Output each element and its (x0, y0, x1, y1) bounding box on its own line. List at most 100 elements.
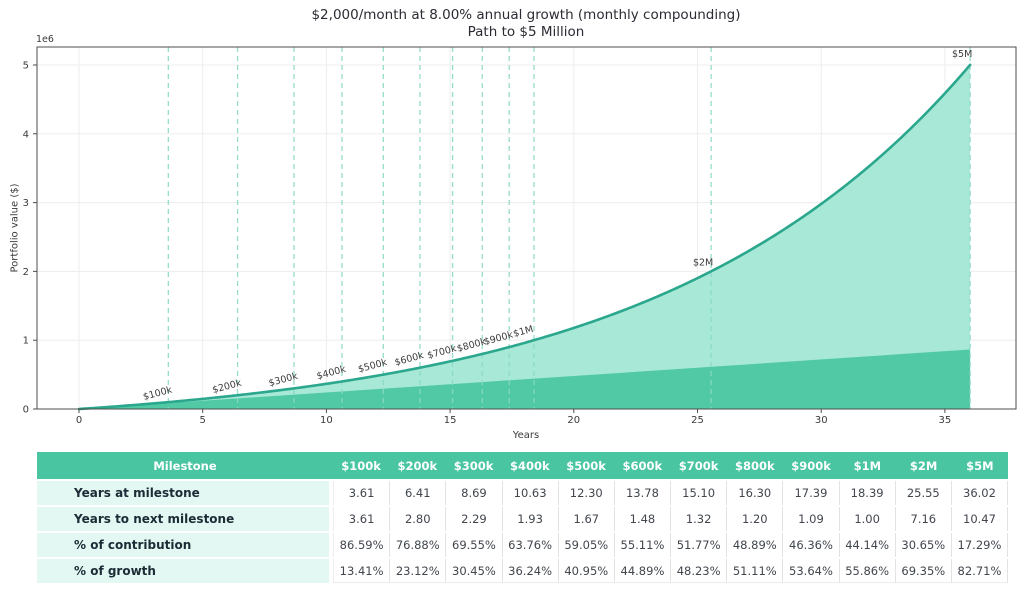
milestone-label: $2M (693, 257, 713, 268)
table-cell: 17.39 (783, 481, 840, 505)
table-cell: 1.20 (727, 507, 784, 531)
x-tick-label: 20 (567, 415, 580, 426)
table-cell: 51.77% (671, 533, 728, 557)
table-cell: 69.55% (446, 533, 503, 557)
x-tick-label: 15 (444, 415, 457, 426)
table-header-cell: $600k (622, 458, 663, 473)
table-cell: 53.64% (783, 559, 840, 583)
x-tick-label: 35 (939, 415, 952, 426)
table-cell: 1.32 (671, 507, 728, 531)
table-cell: 7.16 (895, 507, 952, 531)
table-cell: 8.69 (446, 481, 503, 505)
table-cell: 86.59% (333, 533, 391, 557)
table-cell: 63.76% (502, 533, 559, 557)
milestone-table: Milestone $100k $200k $300k $400k $500k $600k $… (37, 452, 1009, 583)
milestone-label: $200k (211, 378, 243, 396)
growth-area (79, 64, 971, 410)
y-tick-label: 5 (23, 61, 29, 72)
table-cell: 12.30 (558, 481, 615, 505)
contribution-area (79, 349, 971, 409)
table-row: % of contribution 86.59% 76.88% 69.55% 63.76… (37, 533, 1009, 557)
table-cell: 1.48 (614, 507, 672, 531)
table-header-cell: $100k (341, 458, 381, 473)
table-header-cell: $200k (397, 458, 438, 473)
table-row-label: Years at milestone (37, 481, 329, 505)
table-cell: 10.47 (951, 507, 1009, 531)
x-tick-label: 25 (691, 415, 704, 426)
milestone-label: $700k (426, 343, 458, 361)
table-header-cell: $5M (966, 458, 994, 473)
table-header-row: Milestone $100k $200k $300k $400k $500k $600k $… (37, 452, 1008, 479)
table-cell: 3.61 (333, 481, 391, 505)
table-cell: 76.88% (390, 533, 447, 557)
table-cell: 36.02 (951, 481, 1009, 505)
table-cell: 1.00 (839, 507, 896, 531)
x-tick-label: 0 (76, 415, 82, 426)
table-cell: 82.71% (951, 559, 1009, 583)
table-header-cell: $900k (791, 458, 831, 473)
y-tick-label: 3 (23, 198, 29, 209)
y-tick-label: 4 (23, 129, 29, 140)
chart-title: $2,000/month at 8.00% annual growth (mon… (311, 7, 741, 23)
milestone-label: $100k (142, 384, 174, 402)
y-axis-offset-label: 1e6 (36, 34, 54, 45)
table-cell: 18.39 (839, 481, 896, 505)
chart-subtitle: Path to $5 Million (467, 24, 585, 40)
milestone-label: $900k (483, 329, 515, 347)
table-cell: 36.24% (502, 559, 559, 583)
table-header-cell: $500k (566, 458, 606, 473)
table-cell: 48.23% (671, 559, 728, 583)
portfolio-line (77, 63, 972, 411)
table-cell: 46.36% (783, 533, 840, 557)
table-cell: 44.89% (614, 559, 672, 583)
table-cell: 44.14% (839, 533, 896, 557)
table-cell: 40.95% (558, 559, 615, 583)
milestone-label: $1M (512, 324, 534, 340)
table-header-cell: $800k (735, 458, 775, 473)
table-cell: 59.05% (558, 533, 615, 557)
table-header-cell: $400k (510, 458, 550, 473)
growth-chart: 0 5 10 15 20 25 30 35 0 1 2 3 4 5 $100k $200k $300k $400k… (23, 46, 1017, 426)
table-cell: 30.45% (446, 559, 503, 583)
milestone-label: $300k (268, 371, 300, 389)
table-header-cell: $1M (853, 458, 882, 473)
table-cell: 6.41 (390, 481, 447, 505)
table-cell: 30.65% (895, 533, 952, 557)
table-row-label: Years to next milestone (37, 507, 329, 531)
table-cell: 3.61 (333, 507, 391, 531)
table-cell: 15.10 (671, 481, 728, 505)
y-tick-label: 1 (23, 336, 29, 347)
x-tick-label: 10 (320, 415, 333, 426)
table-cell: 16.30 (727, 481, 784, 505)
table-cell: 17.29% (951, 533, 1009, 557)
table-cell: 23.12% (390, 559, 447, 583)
table-cell: 69.35% (895, 559, 952, 583)
table-header-cell: $700k (678, 458, 719, 473)
table-cell: 13.78 (614, 481, 672, 505)
milestone-label: $600k (394, 350, 426, 368)
milestone-label: $5M (952, 49, 972, 60)
axes-spines (36, 46, 1017, 410)
table-row: Years to next milestone 3.61 2.80 2.29 1.93 1… (37, 507, 1009, 531)
x-tick-label: 5 (200, 415, 206, 426)
table-cell: 48.89% (727, 533, 784, 557)
table-cell: 51.11% (727, 559, 784, 583)
table-cell: 25.55 (895, 481, 952, 505)
table-cell: 2.29 (446, 507, 503, 531)
y-tick-label: 0 (23, 405, 29, 416)
table-header-cell: $300k (453, 458, 494, 473)
table-cell: 55.11% (614, 533, 672, 557)
x-tick-label: 30 (815, 415, 828, 426)
table-cell: 10.63 (502, 481, 559, 505)
table-cell: 1.93 (502, 507, 559, 531)
table-row: Years at milestone 3.61 6.41 8.69 10.63 12.30… (37, 481, 1009, 505)
table-row-label: % of contribution (37, 533, 329, 557)
table-cell: 1.67 (558, 507, 615, 531)
table-row-label: % of growth (37, 559, 329, 583)
table-cell: 55.86% (839, 559, 896, 583)
table-row: % of growth 13.41% 23.12% 30.45% 36.24% 40.95… (37, 559, 1009, 583)
table-cell: 2.80 (390, 507, 447, 531)
milestone-label: $500k (357, 357, 389, 375)
table-cell: 1.09 (783, 507, 840, 531)
